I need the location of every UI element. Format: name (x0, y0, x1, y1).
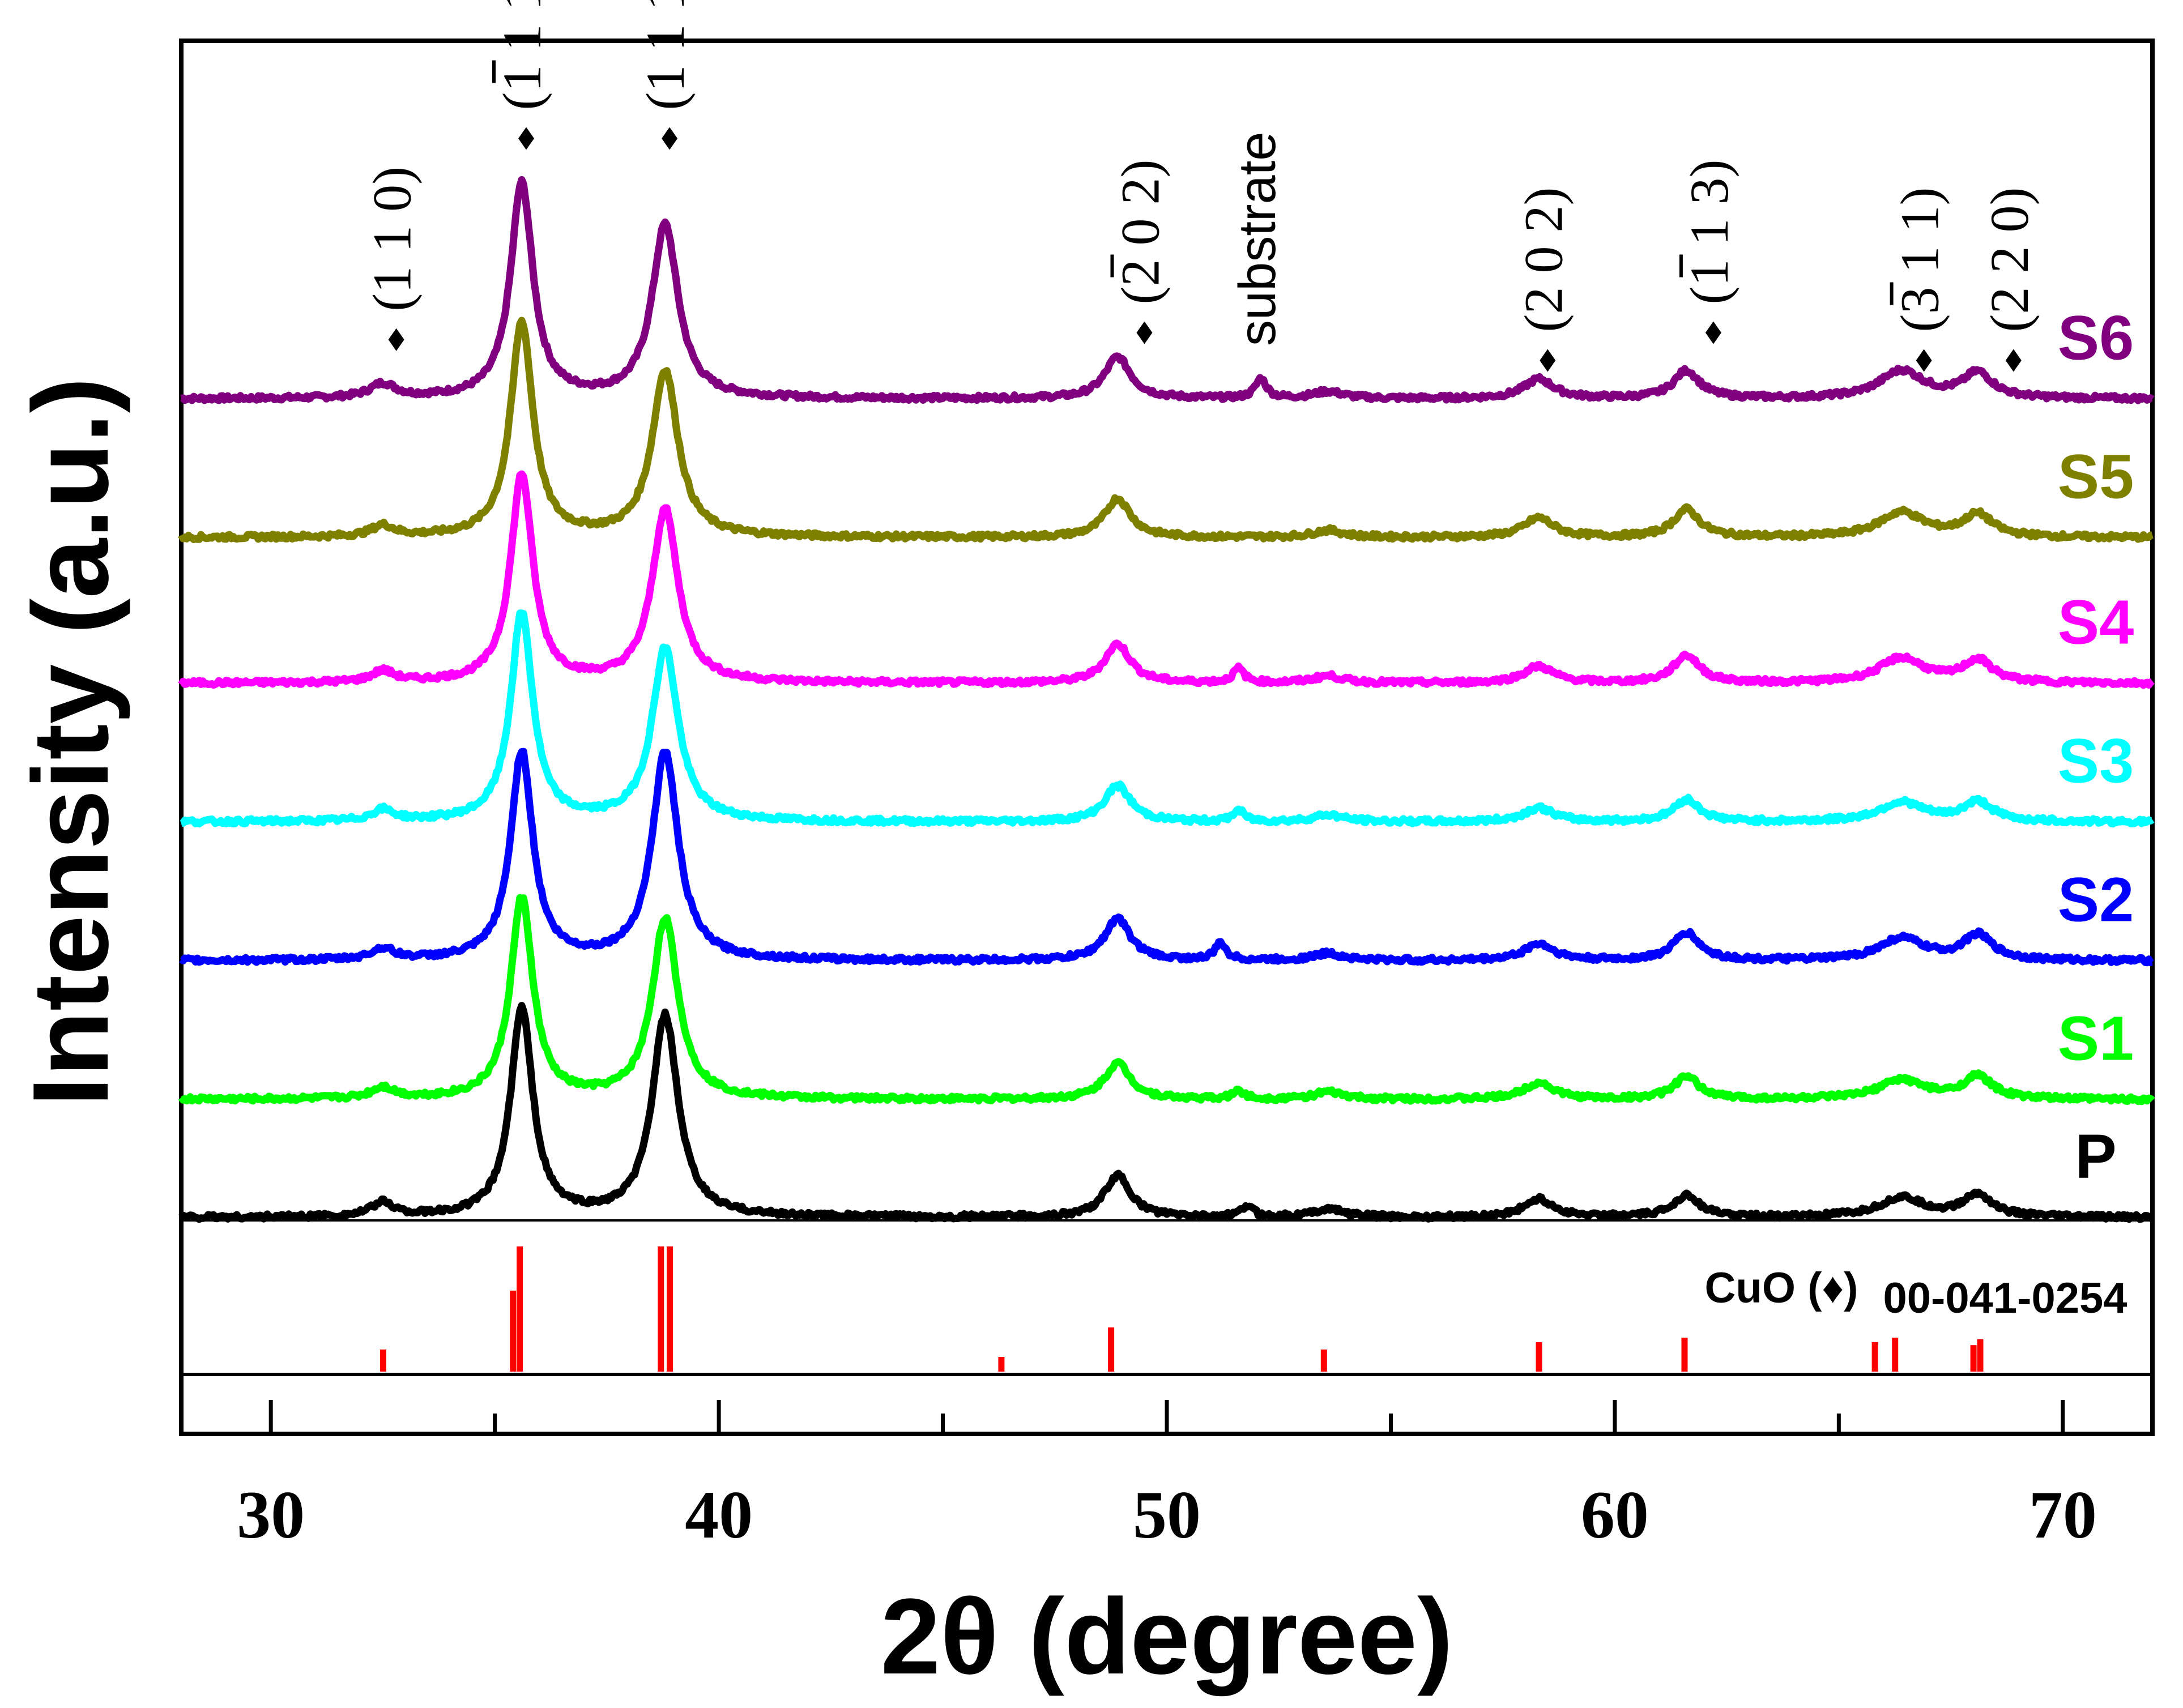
hkl-label: (1 1 0) (362, 166, 423, 311)
diamond-marker-icon (2005, 349, 2022, 372)
series-s1-line (178, 894, 2155, 1105)
reference-stick (1970, 1345, 1977, 1372)
diamond-marker-icon (1136, 321, 1153, 344)
series-label-s3: S3 (2058, 727, 2134, 796)
series-label-s2: S2 (2058, 865, 2134, 935)
hkl-label: (1 1 1) (492, 0, 552, 110)
reference-stick (1871, 1342, 1878, 1372)
x-tick-label: 50 (1133, 1477, 1201, 1552)
series-label-s5: S5 (2058, 442, 2134, 511)
reference-layer (380, 1246, 1984, 1372)
series-s6-line (179, 176, 2155, 404)
hkl-label: (2 2 0) (1979, 187, 2040, 332)
annotation-8: (2 2 0) (1979, 187, 2040, 332)
series-p-line (178, 1002, 2155, 1223)
reference-stick (380, 1350, 386, 1372)
y-axis-label: Intensity (a.u.) (11, 377, 131, 1107)
diamond-marker-icon (1540, 349, 1556, 372)
annotation-6: (1 1 3) (1679, 160, 1739, 305)
annotation-4: substrate (1229, 132, 1286, 346)
x-tick-label: 30 (237, 1477, 305, 1552)
annotation-layer: (1 1 0) (1 1 1) (1 1 1) (2 0 2) substrate (2 … (362, 0, 2040, 372)
reference-stick (1108, 1327, 1115, 1372)
reference-stick (658, 1246, 664, 1372)
hkl-label: (1 1 3) (1679, 160, 1739, 305)
annotation-3: (2 0 2) (1110, 160, 1171, 305)
annotation-2: (1 1 1) (635, 0, 696, 110)
hkl-label: (3 1 1) (1890, 187, 1950, 332)
diamond-marker-icon (1705, 321, 1721, 344)
reference-stick (1681, 1338, 1688, 1372)
series-s2-line (179, 748, 2155, 967)
series-s3-line (179, 609, 2155, 828)
reference-stick (517, 1246, 523, 1372)
hkl-label: (2 0 2) (1513, 187, 1574, 332)
hkl-label: (1 1 1) (635, 0, 696, 110)
x-axis-label: 2θ (degree) (881, 1577, 1453, 1697)
reference-stick (1536, 1342, 1542, 1372)
x-tick-label: 40 (685, 1477, 753, 1552)
annotation-1: (1 1 1) (492, 0, 552, 110)
series-s4-line (178, 470, 2155, 689)
reference-stick (1977, 1339, 1984, 1372)
x-axis: 30 40 50 60 70 (237, 1400, 2097, 1552)
x-tick-label: 70 (2029, 1477, 2097, 1552)
annotation-0: (1 1 0) (362, 166, 423, 311)
series-label-p: P (2075, 1122, 2116, 1192)
series-label-s6: S6 (2058, 303, 2134, 373)
reference-stick (1892, 1338, 1899, 1372)
diamond-marker-icon (1916, 349, 1932, 372)
annotation-7: (3 1 1) (1890, 187, 1950, 332)
hkl-label: (2 0 2) (1110, 160, 1171, 305)
diamond-marker-icon (388, 328, 404, 351)
reference-stick (667, 1246, 673, 1372)
reference-stick (998, 1357, 1005, 1372)
series-layer: S6 S5 S4 S3 S2 S1 P (178, 176, 2155, 1223)
substrate-label: substrate (1229, 132, 1286, 346)
x-tick-label: 60 (1581, 1477, 1649, 1552)
series-label-s4: S4 (2058, 588, 2134, 657)
series-s5-line (178, 317, 2155, 544)
series-label-s1: S1 (2058, 1004, 2134, 1074)
diamond-marker-icon (662, 127, 678, 150)
reference-stick (510, 1291, 517, 1372)
reference-card: 00-041-0254 (1883, 1274, 2127, 1322)
diamond-marker-icon (518, 127, 534, 150)
reference-label: CuO (♦) (1705, 1264, 1858, 1312)
reference-stick (1320, 1350, 1327, 1372)
annotation-5: (2 0 2) (1513, 187, 1574, 332)
